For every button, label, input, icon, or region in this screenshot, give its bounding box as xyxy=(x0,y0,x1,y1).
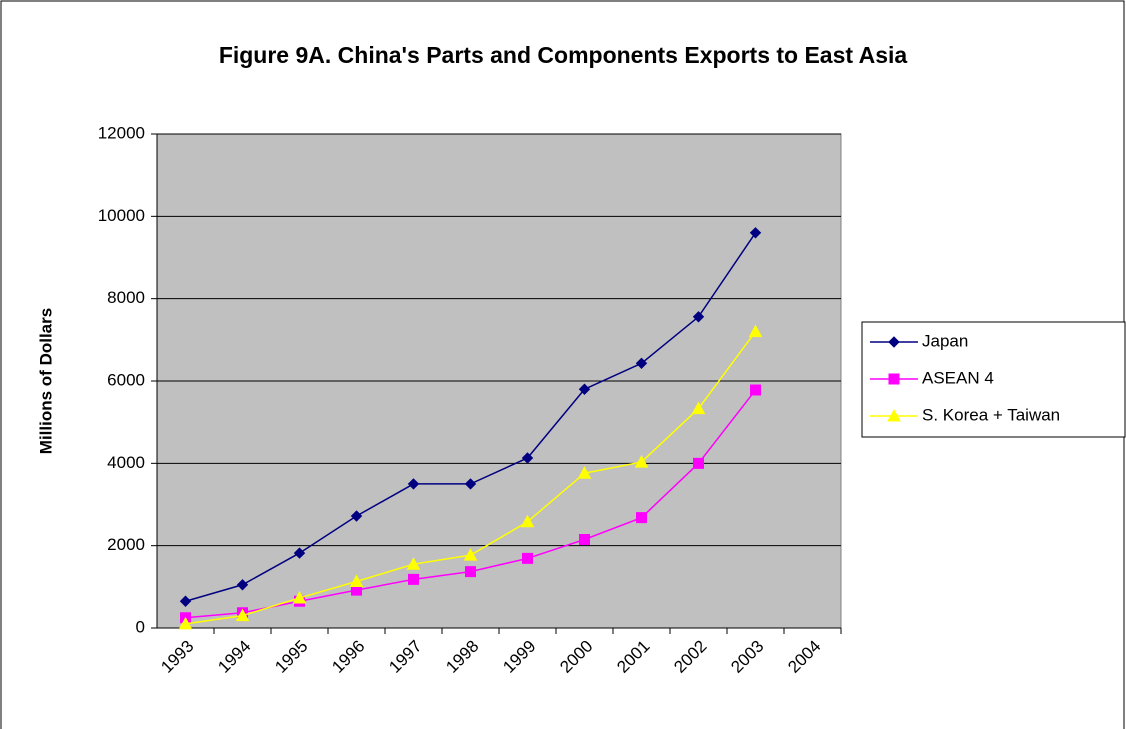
data-point xyxy=(579,533,590,545)
data-point xyxy=(293,547,306,559)
legend-label: S. Korea + Taiwan xyxy=(922,405,1060,424)
y-tick-label: 10000 xyxy=(98,206,145,225)
data-point xyxy=(520,514,535,528)
y-tick-label: 12000 xyxy=(98,123,145,142)
data-point xyxy=(236,579,249,591)
data-point xyxy=(691,401,706,415)
data-point xyxy=(749,227,762,239)
data-point xyxy=(693,457,704,469)
data-point xyxy=(465,566,476,578)
y-axis-label: Millions of Dollars xyxy=(36,308,55,454)
data-point xyxy=(521,452,534,464)
data-point xyxy=(635,357,648,370)
chart-title: Figure 9A. China's Parts and Components … xyxy=(219,42,908,68)
data-point xyxy=(406,557,421,570)
data-point xyxy=(750,384,761,396)
data-point xyxy=(692,311,705,323)
data-point xyxy=(349,574,364,587)
legend-marker xyxy=(887,408,901,422)
data-point xyxy=(235,608,250,622)
data-point xyxy=(179,595,192,607)
data-point xyxy=(634,455,649,468)
legend-marker xyxy=(888,373,900,385)
data-point xyxy=(577,466,592,479)
y-tick-label: 8000 xyxy=(107,288,145,307)
data-point xyxy=(636,512,647,524)
data-point xyxy=(748,324,763,338)
legend-label: ASEAN 4 xyxy=(922,368,994,387)
data-point xyxy=(578,383,591,395)
data-point xyxy=(350,510,363,522)
y-tick-label: 6000 xyxy=(107,370,145,389)
y-tick-label: 2000 xyxy=(107,535,145,554)
data-point xyxy=(522,552,533,564)
legend-marker xyxy=(888,336,900,348)
y-tick-label: 0 xyxy=(136,617,145,636)
data-point xyxy=(463,548,478,561)
data-point xyxy=(292,590,307,604)
data-point xyxy=(178,616,193,630)
legend-label: Japan xyxy=(922,331,968,350)
data-point xyxy=(408,573,419,585)
y-tick-label: 4000 xyxy=(107,453,145,472)
data-point xyxy=(464,478,477,490)
data-point xyxy=(407,478,420,490)
